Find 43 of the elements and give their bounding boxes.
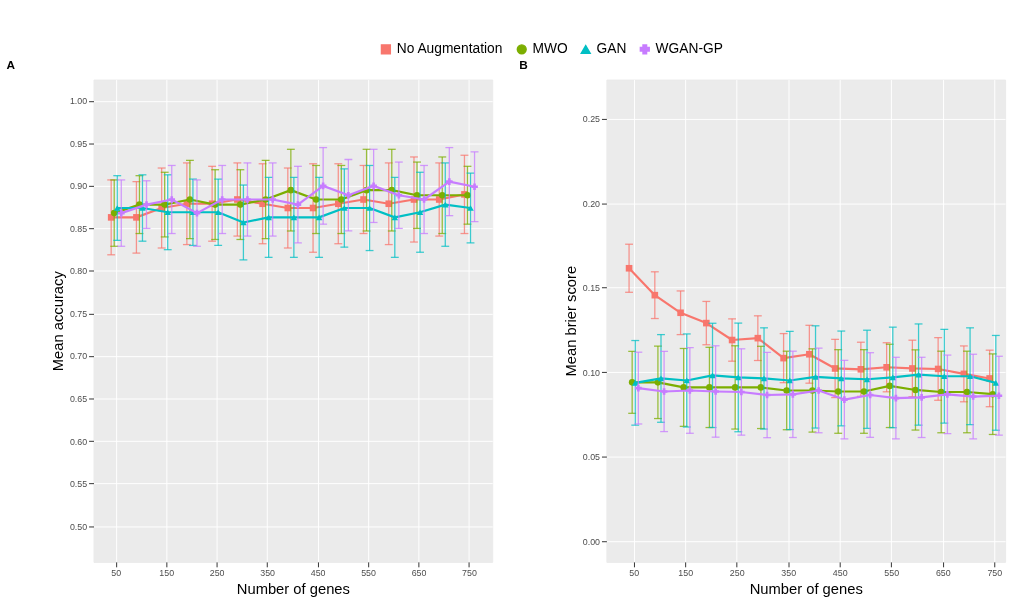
y-tick-label: 0.50: [69, 521, 88, 532]
x-tick-label: 450: [310, 568, 326, 579]
legend-label: WGAN-GP: [655, 41, 723, 57]
y-tick-label: 0.75: [69, 308, 88, 319]
chart-title: A: [6, 57, 16, 72]
y-tick-label: 0.25: [582, 113, 601, 124]
y-axis-title: Mean accuracy: [49, 270, 66, 372]
x-tick-label: 350: [260, 568, 276, 579]
y-tick-label: 0.55: [69, 479, 88, 490]
y-tick-label: 0.95: [69, 138, 88, 149]
legend-label: No Augmentation: [396, 41, 503, 57]
y-tick-label: 0.65: [69, 394, 88, 405]
x-tick-label: 750: [987, 568, 1003, 579]
y-tick-label: 0.15: [582, 283, 601, 294]
x-tick-label: 150: [159, 568, 175, 579]
x-tick-label: 650: [935, 568, 951, 579]
x-tick-label: 650: [411, 568, 427, 579]
legend-label: GAN: [596, 41, 627, 57]
y-tick-label: 0.80: [69, 266, 88, 277]
x-tick-label: 50: [629, 568, 640, 579]
x-tick-label: 450: [832, 568, 848, 579]
x-axis-title: Number of genes: [236, 580, 350, 597]
x-tick-label: 50: [111, 568, 122, 579]
y-tick-label: 0.20: [582, 198, 601, 209]
y-tick-label: 0.10: [582, 367, 601, 378]
x-tick-label: 350: [781, 568, 797, 579]
x-tick-label: 250: [209, 568, 225, 579]
x-tick-label: 750: [462, 568, 477, 579]
x-axis-title: Number of genes: [749, 580, 863, 597]
x-tick-label: 150: [678, 568, 694, 579]
y-tick-label: 0.05: [582, 452, 601, 463]
y-tick-label: 1.00: [69, 96, 88, 107]
y-tick-label: 0.85: [69, 223, 88, 234]
x-tick-label: 550: [361, 568, 377, 579]
y-tick-label: 0.00: [582, 537, 601, 548]
y-tick-label: 0.90: [69, 181, 88, 192]
x-tick-label: 250: [729, 568, 745, 579]
chart-title: B: [519, 57, 528, 72]
y-tick-label: 0.60: [69, 436, 88, 447]
y-axis-title: Mean brier score: [562, 265, 579, 377]
y-tick-label: 0.70: [69, 351, 88, 362]
legend-label: MWO: [532, 41, 569, 57]
x-tick-label: 550: [884, 568, 900, 579]
